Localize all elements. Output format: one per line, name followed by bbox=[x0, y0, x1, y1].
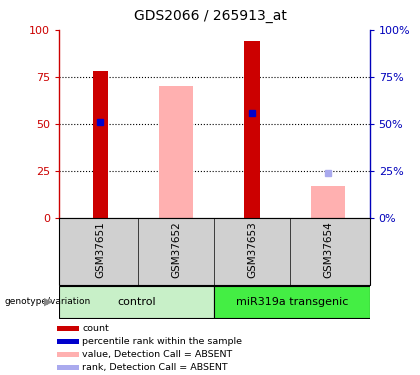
Text: rank, Detection Call = ABSENT: rank, Detection Call = ABSENT bbox=[82, 363, 228, 372]
Bar bbox=[57, 326, 79, 331]
Bar bbox=[57, 352, 79, 357]
Text: percentile rank within the sample: percentile rank within the sample bbox=[82, 337, 242, 346]
Text: value, Detection Call = ABSENT: value, Detection Call = ABSENT bbox=[82, 350, 233, 359]
Bar bbox=[59, 286, 214, 318]
Bar bbox=[93, 71, 108, 217]
Text: GSM37652: GSM37652 bbox=[171, 222, 181, 278]
Bar bbox=[57, 365, 79, 370]
Text: ▶: ▶ bbox=[44, 297, 52, 307]
Text: control: control bbox=[117, 297, 156, 307]
Bar bbox=[311, 186, 345, 218]
Text: miR319a transgenic: miR319a transgenic bbox=[236, 297, 348, 307]
Text: GSM37654: GSM37654 bbox=[323, 222, 333, 278]
Text: GSM37653: GSM37653 bbox=[247, 222, 257, 278]
Bar bbox=[214, 286, 370, 318]
Text: GSM37651: GSM37651 bbox=[95, 222, 105, 278]
Text: count: count bbox=[82, 324, 109, 333]
Bar bbox=[57, 339, 79, 344]
Bar bbox=[244, 41, 260, 218]
Text: genotype/variation: genotype/variation bbox=[4, 297, 90, 306]
Text: GDS2066 / 265913_at: GDS2066 / 265913_at bbox=[134, 9, 286, 23]
Bar bbox=[159, 86, 193, 218]
